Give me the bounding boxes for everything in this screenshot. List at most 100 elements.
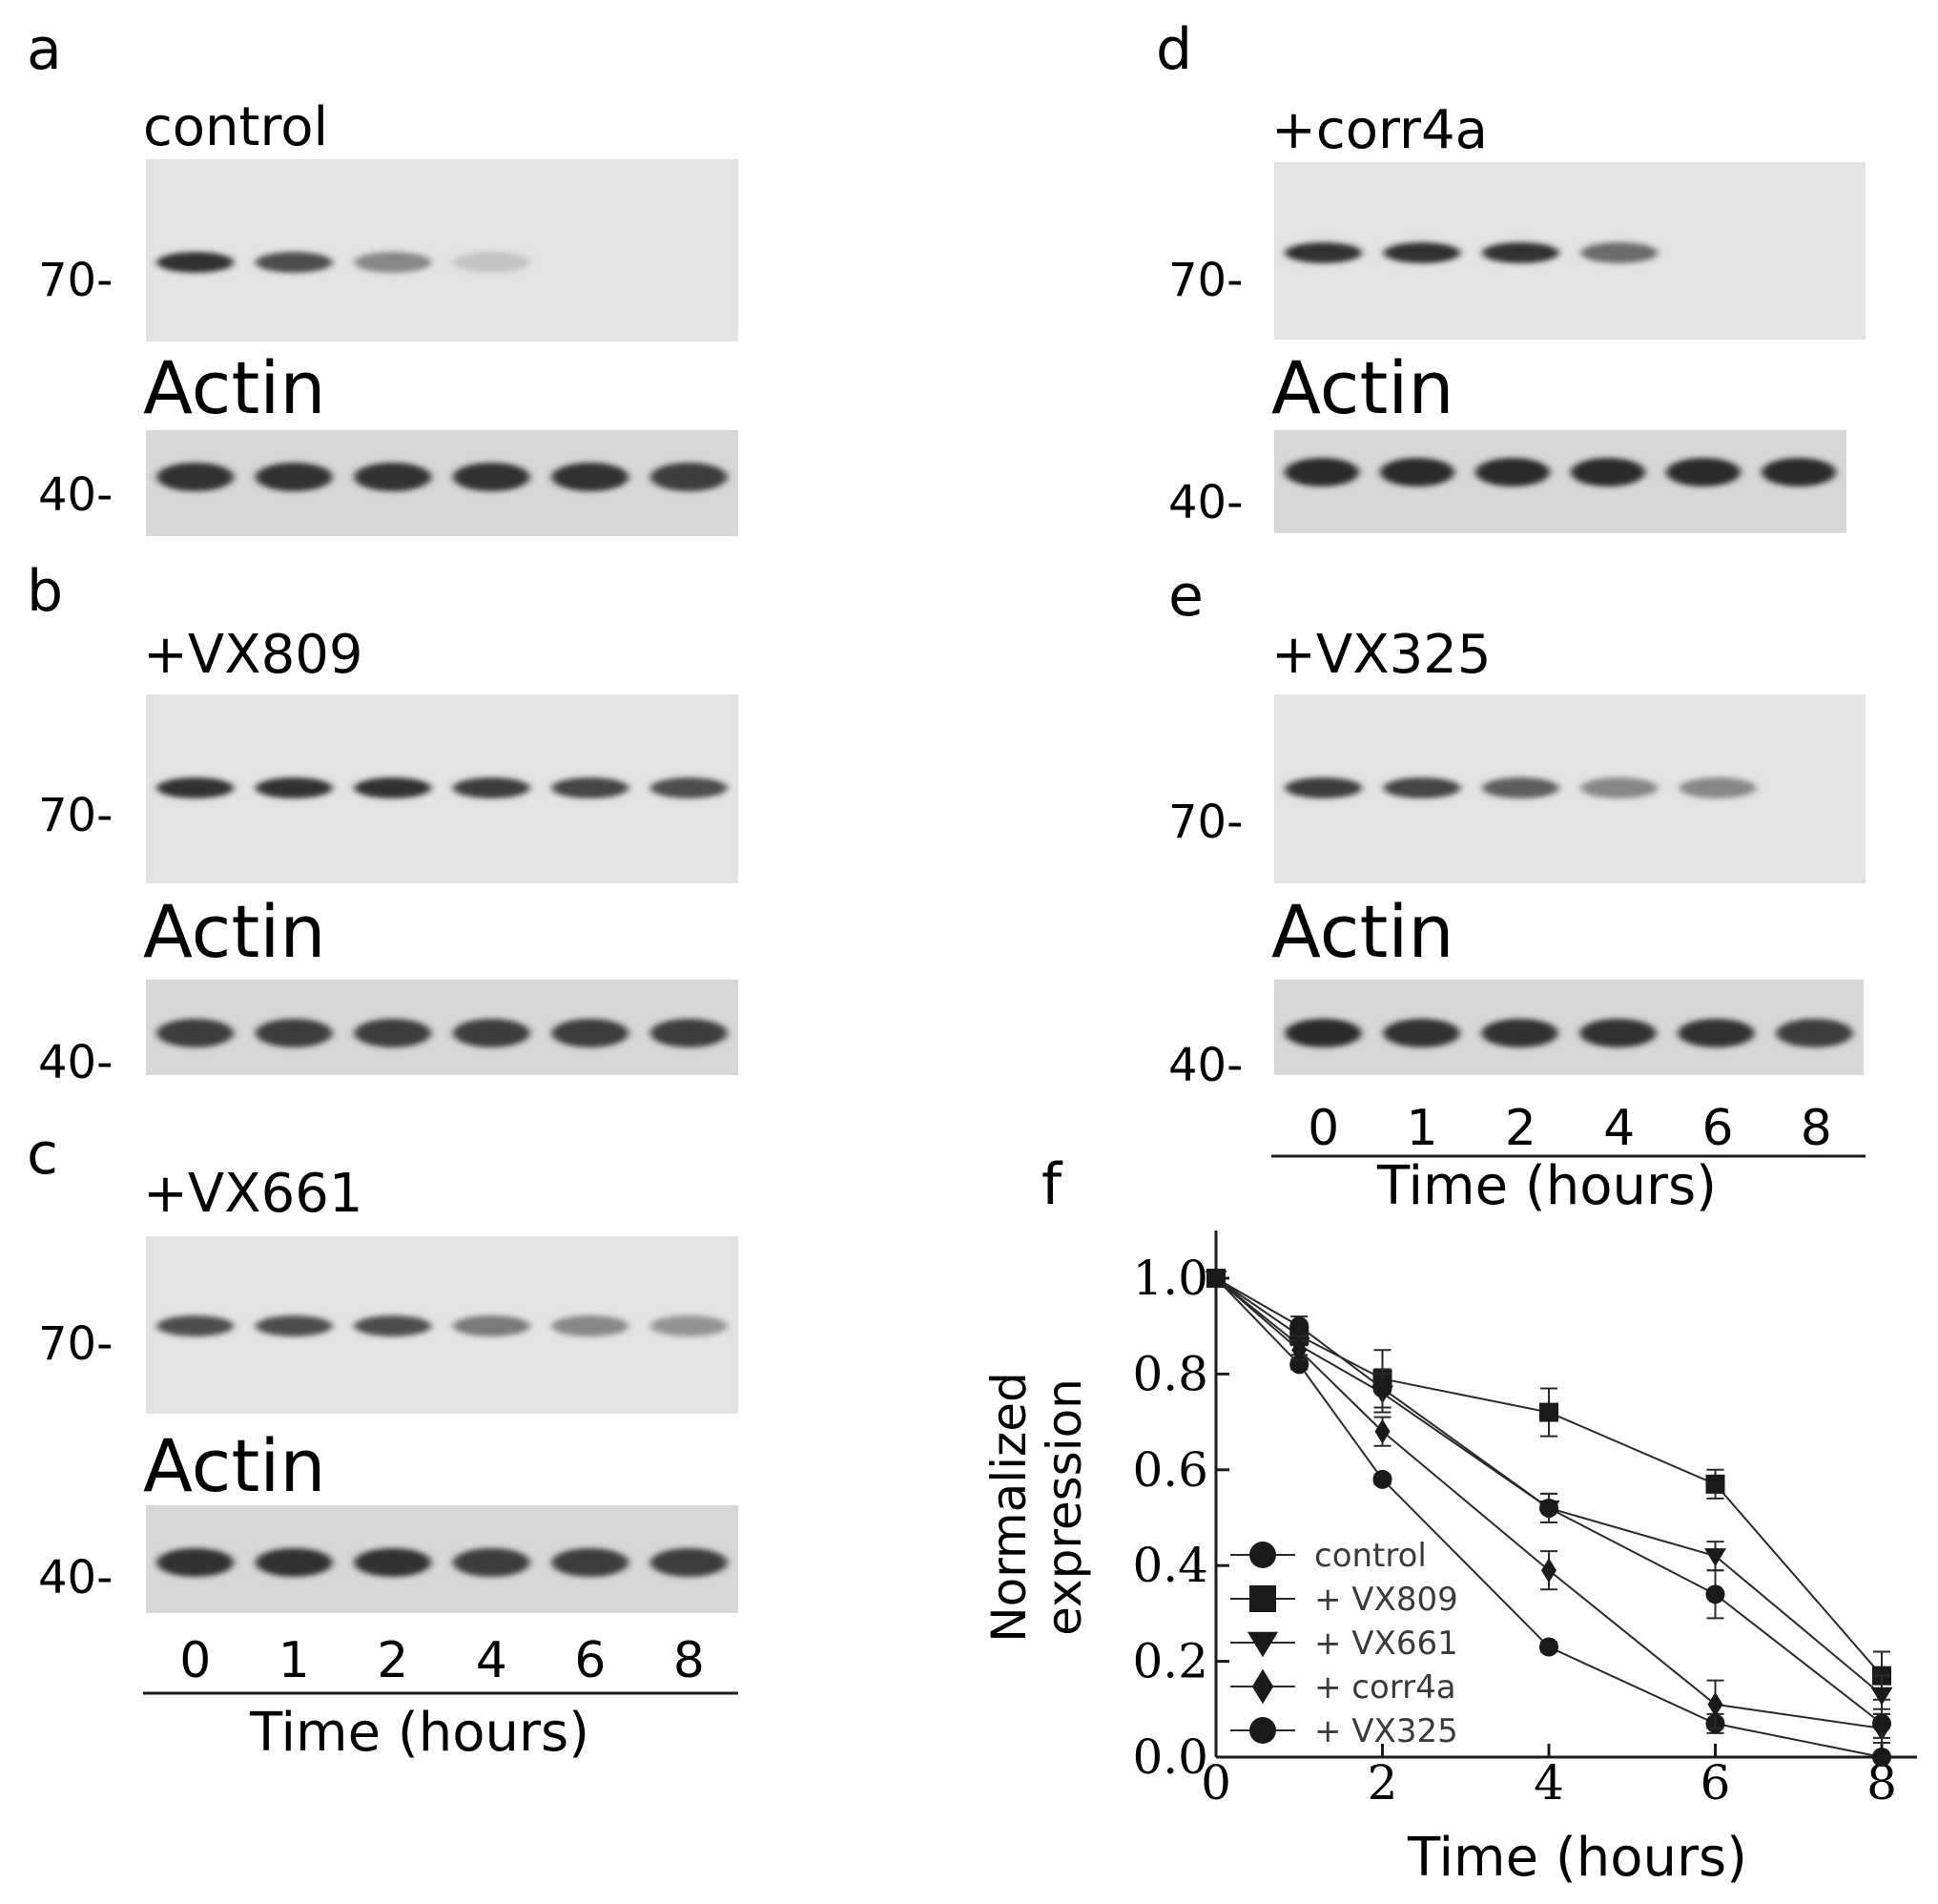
legend-marker bbox=[1251, 1668, 1274, 1705]
y-tick-label: 0.0 bbox=[1132, 1729, 1208, 1785]
protein-band bbox=[1580, 242, 1658, 263]
actin-band bbox=[354, 463, 432, 491]
protein-band bbox=[1679, 777, 1757, 798]
y-tick-label: 0.8 bbox=[1132, 1346, 1208, 1401]
lane-label: 6 bbox=[1701, 1100, 1733, 1157]
actin-band bbox=[1678, 1019, 1755, 1047]
lane-label: 4 bbox=[1603, 1100, 1635, 1157]
actin-band-row bbox=[1285, 458, 1836, 486]
data-point bbox=[1872, 1713, 1891, 1733]
blot-membrane bbox=[146, 1236, 738, 1414]
legend-label: control bbox=[1314, 1537, 1427, 1575]
actin-band bbox=[452, 1019, 530, 1047]
actin-blot bbox=[146, 1505, 738, 1613]
panel-label-d: d bbox=[1156, 16, 1192, 83]
actin-blot bbox=[1274, 980, 1864, 1075]
mw-marker-40: 40- bbox=[1168, 1039, 1243, 1092]
legend-label: + VX809 bbox=[1314, 1581, 1458, 1619]
actin-band bbox=[255, 1548, 333, 1577]
x-tick-label: 0 bbox=[1201, 1755, 1231, 1811]
sample-label-control: control bbox=[143, 96, 328, 158]
protein-band bbox=[452, 1315, 530, 1336]
protein-band bbox=[354, 252, 432, 273]
blot-membrane bbox=[146, 694, 738, 883]
mw-marker-70: 70- bbox=[38, 789, 113, 842]
actin-band bbox=[255, 1019, 333, 1047]
legend-marker bbox=[1249, 1585, 1276, 1612]
data-point bbox=[1372, 1378, 1392, 1398]
y-tick-label: 0.6 bbox=[1132, 1442, 1208, 1498]
protein-band bbox=[255, 252, 333, 273]
protein-band bbox=[1285, 242, 1362, 263]
protein-band bbox=[354, 777, 432, 798]
actin-band bbox=[1579, 1019, 1657, 1047]
mw-marker-70: 70- bbox=[1168, 796, 1243, 849]
protein-band bbox=[156, 1315, 235, 1336]
sample-label-vx809: +VX809 bbox=[143, 624, 362, 686]
lane-label: 2 bbox=[377, 1632, 408, 1689]
actin-band bbox=[1762, 458, 1836, 486]
series-path bbox=[1215, 1277, 1883, 1677]
x-axis-label: Time (hours) bbox=[1407, 1827, 1747, 1889]
data-point bbox=[1541, 1558, 1557, 1583]
legend-label: + corr4a bbox=[1314, 1668, 1456, 1707]
actin-blot bbox=[146, 430, 738, 536]
data-point bbox=[1872, 1748, 1891, 1767]
sample-label-vx325: +VX325 bbox=[1271, 624, 1491, 686]
protein-band bbox=[1383, 777, 1461, 798]
protein-band bbox=[255, 1315, 333, 1336]
x-tick-label: 6 bbox=[1701, 1755, 1731, 1811]
lane-label: 1 bbox=[1406, 1100, 1437, 1157]
protein-band bbox=[649, 777, 728, 798]
actin-band bbox=[649, 1548, 728, 1577]
actin-band bbox=[551, 1548, 629, 1577]
lane-label: 0 bbox=[179, 1632, 211, 1689]
protein-band bbox=[354, 1315, 432, 1336]
actin-band bbox=[649, 463, 728, 491]
actin-label: Actin bbox=[143, 889, 326, 974]
blot-membrane bbox=[1274, 694, 1866, 883]
actin-band bbox=[1285, 1019, 1362, 1047]
legend-label: + VX661 bbox=[1314, 1625, 1458, 1663]
y-axis-label: Normalizedexpression bbox=[981, 1372, 1092, 1643]
time-axis-label: Time (hours) bbox=[249, 1702, 589, 1764]
band-row bbox=[1285, 242, 1658, 263]
protein-band bbox=[156, 252, 235, 273]
time-axis-label: Time (hours) bbox=[1376, 1155, 1717, 1217]
lane-labels: 0 1 2 4 6 8 bbox=[179, 1632, 705, 1689]
lane-label: 1 bbox=[278, 1632, 310, 1689]
data-point bbox=[1707, 1691, 1723, 1717]
mw-marker-70: 70- bbox=[38, 1317, 113, 1371]
x-tick-label: 4 bbox=[1534, 1755, 1564, 1811]
actin-band bbox=[649, 1019, 728, 1047]
actin-band bbox=[551, 463, 629, 491]
protein-band bbox=[1580, 777, 1658, 798]
legend: control + VX809 + VX661 + corr4a + VX325 bbox=[1230, 1537, 1458, 1750]
actin-band bbox=[1571, 458, 1645, 486]
panel-c: c +VX661 70- Actin 40- 0 1 2 4 6 8 Time (hour… bbox=[27, 1121, 738, 1764]
lane-label: 0 bbox=[1308, 1100, 1339, 1157]
sample-label-vx661: +VX661 bbox=[143, 1163, 362, 1225]
panel-b: b +VX809 70- Actin 40- bbox=[27, 558, 738, 1089]
data-point bbox=[1704, 1548, 1726, 1567]
actin-label: Actin bbox=[1271, 889, 1454, 974]
panel-label-c: c bbox=[27, 1121, 58, 1188]
lane-label: 6 bbox=[574, 1632, 606, 1689]
panel-label-b: b bbox=[27, 558, 63, 625]
sample-label-corr4a: +corr4a bbox=[1271, 99, 1488, 161]
blot-membrane bbox=[146, 159, 738, 341]
y-tick-label: 0.2 bbox=[1132, 1634, 1208, 1689]
actin-band bbox=[1383, 1019, 1460, 1047]
data-point bbox=[1539, 1402, 1558, 1422]
actin-band bbox=[156, 1548, 235, 1577]
band-row bbox=[156, 252, 530, 273]
actin-band bbox=[354, 1019, 432, 1047]
y-tick-label: 0.4 bbox=[1132, 1538, 1208, 1593]
actin-band-row bbox=[156, 1019, 728, 1047]
actin-blot bbox=[1274, 430, 1846, 533]
protein-band bbox=[551, 1315, 629, 1336]
actin-band bbox=[255, 463, 333, 491]
series-path bbox=[1215, 1277, 1883, 1696]
data-point bbox=[1539, 1498, 1558, 1518]
